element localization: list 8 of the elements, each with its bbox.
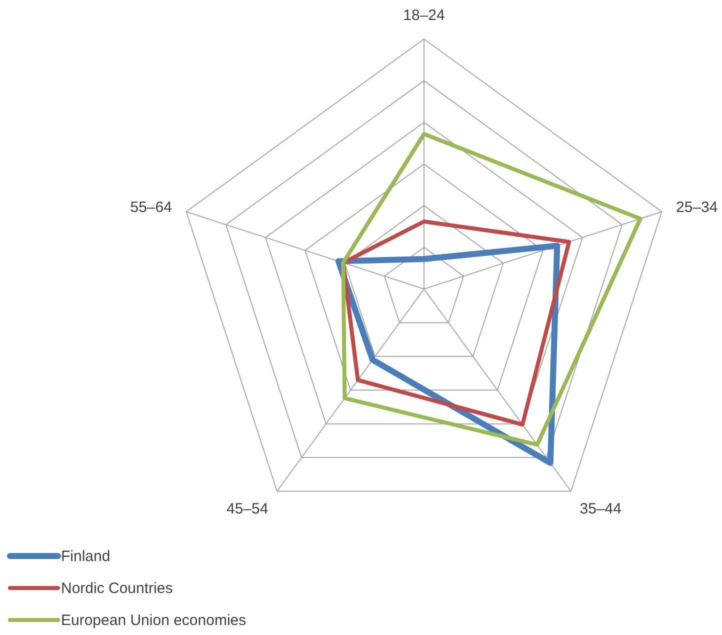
legend-label: Finland: [61, 548, 110, 565]
legend-label: Nordic Countries: [61, 580, 173, 597]
spoke-label: 35–44: [580, 500, 622, 518]
legend-label: European Union economies: [61, 612, 246, 629]
spoke-label: 55–64: [130, 199, 172, 216]
spoke-label: 18–24: [403, 7, 445, 24]
spoke-label: 25–34: [676, 199, 718, 216]
spoke-label: 45–54: [226, 500, 268, 518]
